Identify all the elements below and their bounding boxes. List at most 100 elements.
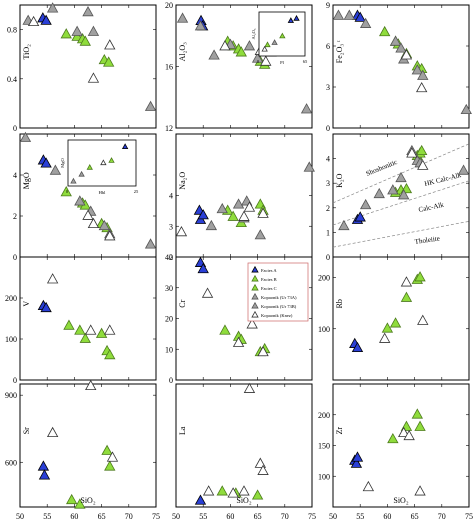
x-tick-label: 75 (152, 512, 160, 521)
data-point (46, 273, 59, 284)
data-point (19, 131, 32, 142)
x-tick-label: 60 (70, 512, 78, 521)
inset-data-point (121, 143, 129, 150)
data-point (38, 469, 51, 480)
y-tick-label: 2 (169, 253, 173, 262)
data-point (460, 103, 472, 115)
data-point (74, 195, 86, 206)
data-point (414, 271, 426, 282)
y-tick-label: 10 (165, 345, 173, 354)
data-point (411, 408, 423, 419)
data-point (406, 147, 418, 158)
y-tick-label: 2 (13, 212, 17, 221)
data-point (257, 464, 269, 475)
data-point (202, 485, 215, 496)
x-tick-label: 55 (356, 512, 364, 521)
legend-marker (251, 283, 259, 291)
data-point (387, 184, 399, 195)
y-tick-label: 30 (165, 284, 173, 293)
legend-marker (251, 292, 259, 300)
data-point (417, 159, 429, 170)
data-point (257, 345, 269, 357)
data-point (60, 28, 72, 39)
legend-marker (251, 301, 259, 309)
x-tick-label: 75 (465, 512, 473, 521)
data-point (40, 301, 52, 313)
data-point (102, 56, 115, 67)
data-point (194, 494, 207, 505)
data-point (387, 432, 399, 444)
data-point (417, 69, 429, 80)
data-point (457, 164, 470, 175)
data-point (79, 332, 91, 343)
data-point (373, 187, 385, 199)
y-tick-label: 3 (169, 222, 173, 231)
inset-data-point (100, 159, 107, 166)
data-point (219, 324, 231, 335)
y-axis-label: Na₂O (178, 172, 187, 190)
data-point (232, 336, 245, 347)
data-point (400, 49, 413, 60)
y-tick-label: 3 (326, 83, 330, 92)
data-point (354, 11, 366, 22)
data-point (398, 426, 410, 438)
y-tick-label: 12 (165, 124, 173, 133)
data-point (238, 485, 250, 496)
data-point (227, 487, 239, 498)
data-point (216, 202, 228, 214)
y-tick-label: 0 (169, 376, 173, 385)
data-point (46, 2, 59, 13)
field-label-hk-calc-alk: HK Calc-Alk (424, 171, 463, 188)
y-tick-label: 4 (169, 192, 173, 201)
inset-data-point (108, 157, 115, 163)
x-tick-label: 60 (226, 512, 234, 521)
panel-frame (19, 383, 157, 508)
inset-data-point (70, 177, 77, 184)
y-tick-label: 150 (318, 442, 330, 451)
y-tick-label: 0.4 (7, 75, 17, 84)
y-axis-label: TiO₂ (22, 44, 31, 60)
data-point (74, 324, 86, 335)
data-point (395, 42, 407, 53)
data-point (49, 164, 62, 175)
y-axis-label: V (22, 301, 31, 307)
x-tick-label: 60 (383, 512, 391, 521)
data-point (415, 81, 428, 93)
y-tick-label: 16 (165, 63, 173, 72)
inset-data-point (78, 170, 85, 177)
x-tick-label: 70 (281, 512, 289, 521)
legend-label: Facies A (261, 268, 277, 273)
legend-label: Kopaonik (Ur 73B) (261, 304, 297, 309)
y-tick-label: 20 (165, 315, 173, 324)
data-point (201, 287, 214, 298)
data-point (303, 161, 315, 172)
y-axis-label: Cr (178, 299, 187, 307)
inset-y-label: MgO (60, 158, 65, 168)
inset-data-point (261, 45, 268, 52)
legend-marker (251, 265, 259, 273)
y-axis-label: Zr (335, 427, 344, 435)
legend-label: Facies C (261, 286, 277, 291)
y-tick-label: 100 (5, 335, 17, 344)
data-point (87, 25, 100, 36)
data-point (60, 186, 72, 197)
data-point (411, 64, 423, 75)
x-tick-label: 55 (199, 512, 207, 521)
y-axis-label: Rb (335, 299, 344, 308)
data-point (238, 210, 250, 221)
data-point (243, 382, 256, 393)
data-point (46, 426, 59, 438)
data-point (106, 451, 119, 462)
data-point (197, 262, 209, 274)
y-tick-label: 100 (318, 472, 330, 481)
data-point (400, 276, 413, 287)
data-point (79, 35, 91, 46)
data-point (243, 201, 256, 212)
y-axis-label: Sr (22, 427, 31, 434)
data-point (395, 171, 407, 183)
y-tick-label: 0 (13, 124, 17, 133)
data-point (87, 217, 100, 229)
inset-x-label: Hbl (99, 190, 106, 195)
data-point (414, 485, 426, 496)
